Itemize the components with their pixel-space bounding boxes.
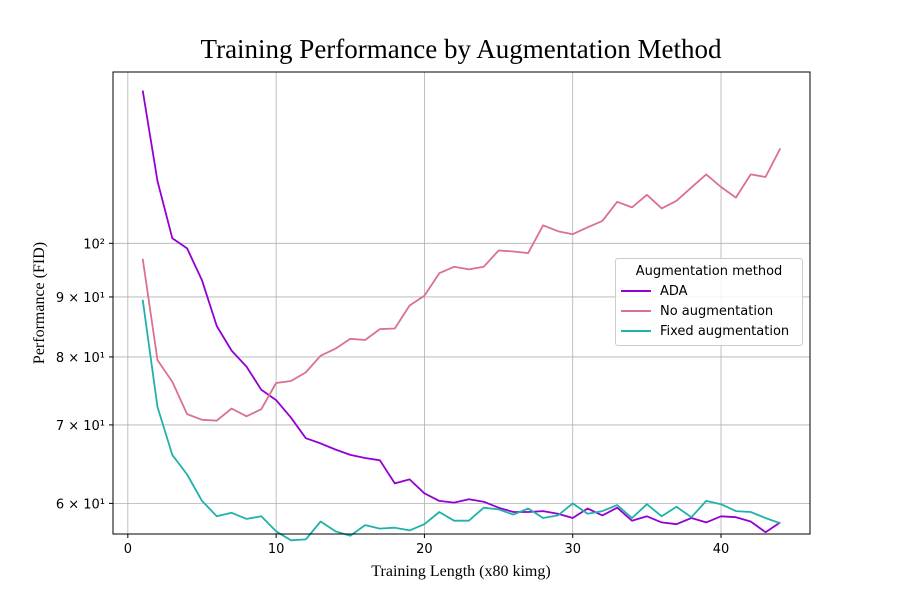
y-tick-label: 10² <box>83 237 105 252</box>
legend-swatch <box>621 330 651 332</box>
legend-entry: No augmentation <box>616 301 802 321</box>
legend-label: Fixed augmentation <box>660 323 790 339</box>
plot-frame <box>112 71 811 535</box>
x-tick-label: 20 <box>416 542 433 557</box>
x-axis-label: Training Length (x80 kimg) <box>371 563 550 580</box>
legend-label: No augmentation <box>660 303 774 319</box>
legend-entry: Fixed augmentation <box>616 321 802 341</box>
y-tick-label: 8 × 10¹ <box>56 351 105 366</box>
y-tick-label: 7 × 10¹ <box>56 419 105 434</box>
legend-entries: ADA No augmentation Fixed augmentation <box>616 281 802 341</box>
series-line-no-augmentation <box>141 147 782 422</box>
legend: Augmentation method ADA No augmentation Fi… <box>615 258 803 346</box>
x-tick-label: 10 <box>268 542 285 557</box>
x-tick-label: 40 <box>713 542 730 557</box>
chart-title: Training Performance by Augmentation Met… <box>201 34 722 64</box>
series-line-ada <box>141 90 781 534</box>
legend-swatch <box>621 290 651 292</box>
series-line-fixed-augmentation <box>141 299 781 542</box>
x-tick-label: 0 <box>124 542 132 557</box>
y-tick-label: 9 × 10¹ <box>56 291 105 306</box>
y-tick-label: 6 × 10¹ <box>56 497 105 512</box>
legend-title: Augmentation method <box>635 264 783 279</box>
y-axis-label: Performance (FID) <box>31 242 48 364</box>
legend-swatch <box>621 310 651 312</box>
series-layer <box>141 90 782 542</box>
legend-entry: ADA <box>616 281 802 301</box>
legend-label: ADA <box>660 283 688 299</box>
grid <box>113 72 810 534</box>
ticks: 0 10 20 30 40 6 × 10¹ 7 × 10¹ 8 × 10¹ 9 × 10¹ 10² <box>56 237 729 557</box>
x-tick-label: 30 <box>564 542 581 557</box>
